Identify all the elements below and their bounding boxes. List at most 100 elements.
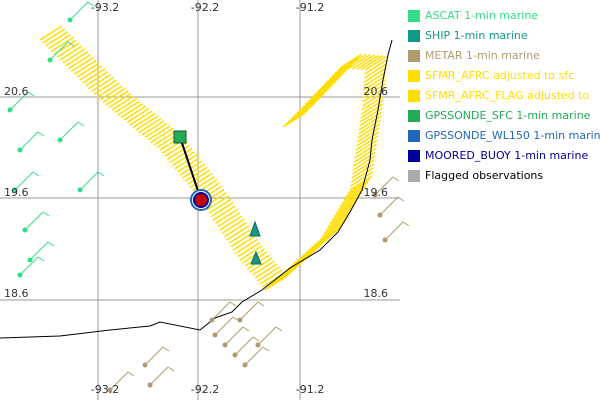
barb-staff [144,346,164,366]
track-barb [357,123,381,139]
barb-flag [242,326,250,332]
station-barbs [7,1,410,393]
barb-dot [12,187,18,193]
barb-flag [229,301,237,307]
track-barb [339,53,363,69]
track-barb [111,95,135,111]
barb-flag [37,256,45,262]
barb-staff [211,301,231,321]
track-barb [120,102,144,119]
track-barb [51,36,74,53]
track-barb [282,112,306,128]
barb-flag [262,346,270,352]
track-barb [360,55,384,71]
legend-swatch [408,170,420,182]
legend-swatch [408,70,420,82]
barb-dot [47,57,53,63]
track-barb [169,147,193,164]
barb-staff [374,176,394,196]
track-barb [336,56,360,72]
track-barb [73,59,97,75]
legend-label: ASCAT 1-min marine [425,9,538,22]
track-barb [249,257,273,273]
track-barb [353,147,377,163]
lon-label: -93.2 [91,1,119,14]
track-barb [339,192,363,208]
track-barb [79,65,103,81]
track-barb [123,105,147,121]
barb-flag [257,301,265,307]
track-barb [319,225,343,241]
track-barb [347,54,371,70]
barb-staff [59,121,79,141]
barb-flag [97,171,105,177]
track-barb [105,90,129,106]
barb-staff [19,256,39,276]
track-barb [208,198,232,214]
track-barb [242,248,265,264]
barb-dot [232,352,238,358]
track-barb [318,75,342,92]
track-barb [217,212,241,228]
track-barb [349,175,373,191]
track-barb [96,82,120,98]
lon-label: -92.2 [191,383,219,396]
barb-flag [42,211,50,217]
track-barb [45,31,69,47]
track-barb [352,54,375,70]
track-barb [364,55,388,71]
barb-flag [67,41,75,47]
track-barb [82,68,106,84]
barb-flag [47,241,55,247]
track-barb [167,144,190,161]
lat-label: 18.6 [364,287,389,300]
track-barb [315,78,339,94]
track-barb [321,222,345,238]
track-barb [304,89,328,106]
gpssonde-marker [173,130,187,144]
lon-label: -92.2 [191,1,219,14]
coordinate-labels: -93.2 -93.2 -92.2 -92.2 -91.2 -91.2 20.6 20.6 19… [4,1,388,396]
track-barb [232,235,256,251]
track-barb [353,151,377,167]
barb-flag [167,366,175,372]
buoy-link [179,136,202,201]
track-barb [153,130,177,146]
barb-staff [234,336,254,356]
track-barb [302,92,326,108]
barb-staff [29,241,49,261]
buoy-marker [193,192,209,208]
barb-staff [379,196,399,216]
barb-staff [109,371,129,391]
track-barb [296,98,320,114]
track-barb [237,242,261,258]
track-barb [359,111,383,127]
legend-label: METAR 1-min marine [425,49,540,62]
barb-staff [214,316,234,336]
track-barb [85,71,109,87]
track-barb [187,169,210,186]
track-barb [307,86,331,103]
track-barb [210,202,234,218]
track-barb [329,208,353,224]
track-barb [350,167,374,183]
barb-dot [222,342,228,348]
legend-swatch [408,90,420,102]
barb-dot [142,362,148,368]
barb-dot [147,382,153,388]
barb-staff [224,326,244,346]
track-barb [323,70,347,86]
lon-label: -93.2 [91,383,119,396]
track-barb [172,150,195,167]
barb-dot [377,212,383,218]
track-barb [135,115,159,131]
barb-dot [77,187,83,193]
barb-flag [397,196,405,202]
track-barb [360,103,384,119]
track-barb [65,51,89,67]
barb-flag [402,221,410,227]
barb-dot [107,387,113,393]
track-barb [62,48,86,64]
track-barb [71,56,94,73]
ship-markers [249,220,262,265]
